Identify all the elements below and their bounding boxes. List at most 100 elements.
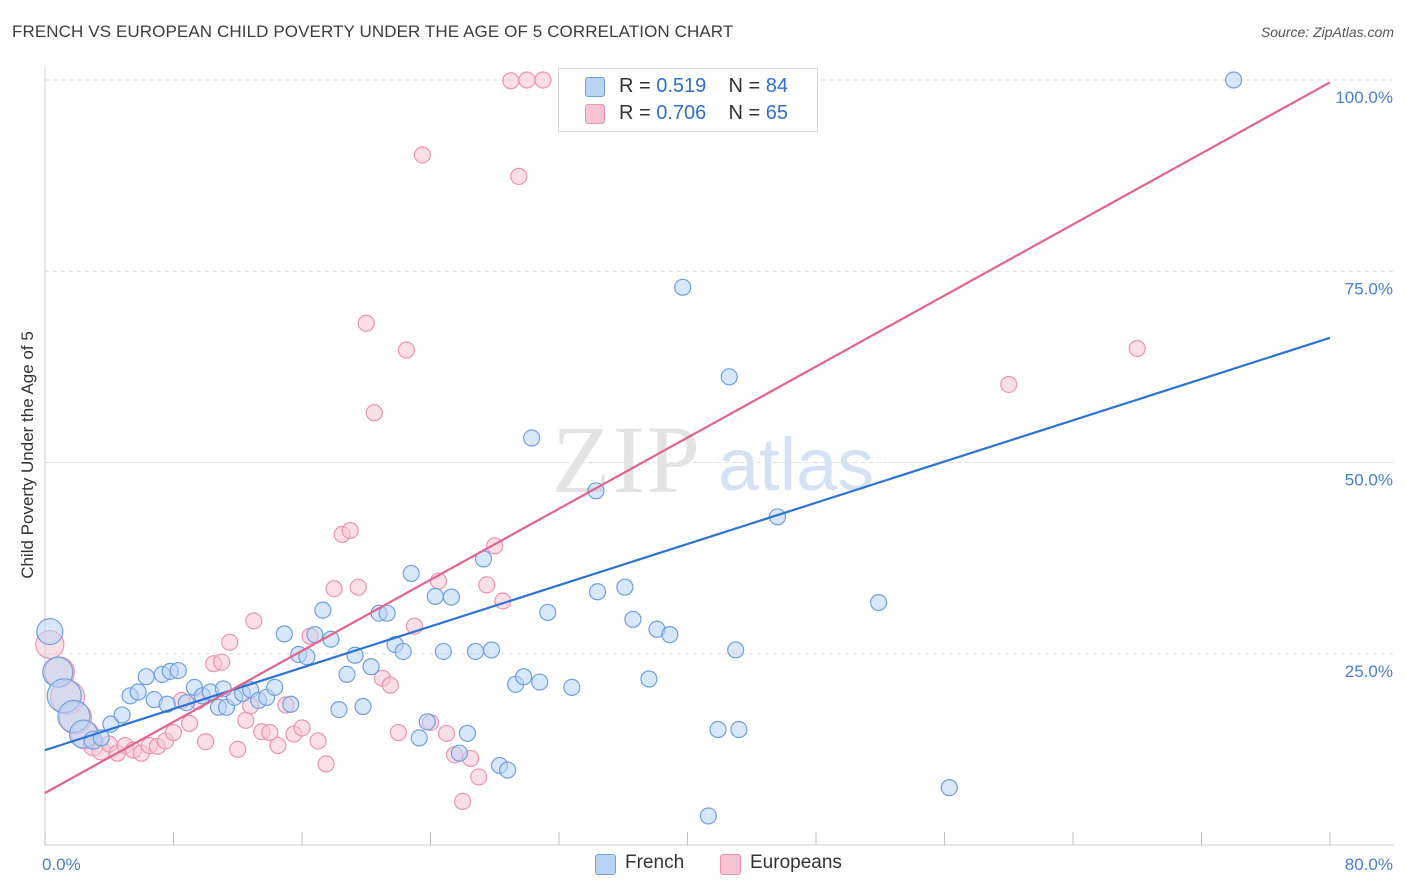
bottom-legend-french-label: French [625, 852, 685, 873]
europeans-point-46 [413, 146, 432, 164]
europeans-point-17 [180, 714, 199, 732]
french-point-47 [426, 587, 444, 605]
europeans-r-label: R = [619, 102, 651, 124]
europeans-point-43 [389, 723, 407, 742]
watermark-atlas: atlas [718, 423, 874, 506]
watermark-zip: ZIP [552, 406, 702, 513]
french-n-value: 84 [765, 75, 789, 97]
french-point-75 [727, 641, 745, 659]
europeans-point-19 [197, 733, 215, 751]
correlation-legend: R = 0.519 N = 84 R = 0.706 N = 65 [558, 68, 818, 132]
europeans-point-27 [261, 723, 279, 742]
french-point-62 [563, 678, 581, 697]
french-point-69 [661, 626, 679, 644]
french-point-79 [870, 593, 888, 612]
europeans-point-58 [510, 167, 528, 185]
europeans-point-31 [293, 719, 311, 737]
french-point-59 [523, 429, 541, 447]
europeans-point-23 [229, 740, 247, 758]
europeans-r-value: 0.706 [656, 102, 707, 124]
europeans-point-33 [309, 732, 327, 750]
french-point-72 [699, 807, 717, 825]
french-point-67 [640, 670, 658, 688]
source-label: Source: ZipAtlas.com [1260, 24, 1394, 40]
europeans-point-15 [164, 723, 183, 742]
tick-labels: 25.0% 50.0% 75.0% 100.0% 0.0% 80.0% [42, 88, 1393, 874]
french-r-label: R = [619, 75, 651, 97]
europeans-point-22 [221, 633, 239, 651]
french-point-71 [674, 278, 692, 296]
french-point-60 [531, 673, 549, 691]
europeans-point-28 [269, 736, 287, 755]
french-swatch [585, 77, 605, 97]
europeans-point-38 [349, 578, 367, 596]
bottom-legend-europeans-swatch [720, 854, 741, 875]
europeans-point-60 [534, 71, 552, 89]
europeans-point-35 [325, 580, 343, 598]
french-point-56 [499, 761, 517, 779]
europeans-point-37 [341, 521, 359, 540]
europeans-point-44 [397, 341, 416, 359]
french-point-81 [1225, 71, 1243, 89]
french-point-11 [137, 668, 155, 686]
europeans-point-39 [357, 314, 375, 332]
y-tick-label-25: 25.0% [1345, 662, 1393, 681]
europeans-point-24 [237, 711, 255, 729]
french-point-80 [940, 779, 958, 797]
french-point-50 [450, 744, 469, 762]
french-point-15 [169, 661, 187, 680]
french-point-38 [354, 697, 372, 716]
french-point-39 [362, 658, 380, 676]
french-point-82 [158, 695, 176, 713]
europeans-point-51 [454, 792, 472, 810]
europeans-n-label: N = [728, 102, 761, 124]
europeans-point-54 [478, 576, 496, 594]
french-point-8 [113, 706, 131, 724]
y-tick-label-75: 75.0% [1345, 279, 1393, 298]
europeans-point-42 [381, 676, 399, 694]
y-axis-label: Child Poverty Under the Age of 5 [18, 331, 37, 579]
french-point-61 [539, 603, 557, 622]
french-point-36 [338, 665, 356, 684]
french-point-74 [720, 368, 738, 386]
french-point-64 [588, 583, 607, 601]
french-point-33 [314, 601, 332, 619]
europeans-point-21 [213, 653, 231, 671]
french-point-44 [402, 564, 420, 583]
bottom-legend-europeans-label: Europeans [750, 852, 842, 873]
french-n-label: N = [728, 75, 761, 97]
y-tick-label-100: 100.0% [1335, 88, 1393, 107]
bottom-legend-french-swatch [595, 854, 616, 875]
europeans-trend-line [44, 81, 1331, 794]
french-points [36, 71, 1243, 825]
europeans-point-34 [317, 755, 335, 773]
french-point-45 [410, 729, 428, 747]
french-r-value: 0.519 [656, 75, 707, 97]
french-point-54 [482, 641, 501, 659]
y-tick-label-50: 50.0% [1345, 471, 1393, 490]
europeans-point-62 [1000, 375, 1018, 394]
french-point-51 [458, 724, 477, 742]
europeans-point-40 [365, 404, 383, 422]
axes [44, 68, 1394, 846]
french-point-49 [442, 588, 460, 606]
french-point-43 [394, 642, 412, 661]
europeans-point-25 [245, 612, 263, 630]
french-point-76 [730, 720, 748, 739]
french-point-29 [282, 695, 300, 713]
europeans-n-value: 65 [765, 102, 789, 124]
french-point-66 [624, 610, 642, 628]
french-point-46 [418, 713, 436, 731]
europeans-point-49 [437, 724, 456, 742]
french-point-28 [275, 625, 293, 643]
chart-title: FRENCH VS EUROPEAN CHILD POVERTY UNDER T… [12, 22, 734, 41]
trend-lines [44, 81, 1331, 794]
french-point-10 [129, 683, 147, 701]
french-point-58 [515, 668, 533, 686]
french-point-52 [466, 642, 485, 661]
europeans-point-63 [1128, 339, 1146, 358]
french-point-65 [616, 578, 634, 596]
french-point-73 [709, 720, 727, 739]
french-point-27 [266, 678, 284, 697]
